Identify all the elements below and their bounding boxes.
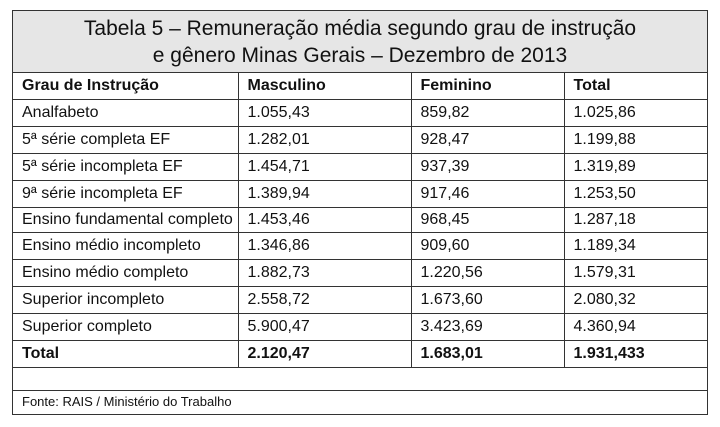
source-note: Fonte: RAIS / Ministério do Trabalho <box>13 390 707 414</box>
cell-masculino: 2.558,72 <box>237 286 412 314</box>
cell-total: 1.189,34 <box>563 232 707 260</box>
cell-feminino: 917,46 <box>410 180 565 208</box>
table-title: Tabela 5 – Remuneração média segundo gra… <box>13 11 707 73</box>
cell-feminino: 3.423,69 <box>410 313 565 341</box>
header-row: Grau de Instrução Masculino Feminino Tot… <box>13 73 707 100</box>
cell-total: 1.025,86 <box>563 99 707 127</box>
table-row: Ensino médio completo 1.882,73 1.220,56 … <box>13 259 707 287</box>
table-row: Superior completo 5.900,47 3.423,69 4.36… <box>13 313 707 341</box>
row-label: Ensino fundamental completo <box>13 207 239 233</box>
table-row: Analfabeto 1.055,43 859,82 1.025,86 <box>13 99 707 127</box>
cell-feminino: 909,60 <box>410 232 565 260</box>
table-row: 9ª série incompleta EF 1.389,94 917,46 1… <box>13 180 707 208</box>
cell-feminino: 859,82 <box>410 99 565 127</box>
cell-masculino: 5.900,47 <box>237 313 412 341</box>
column-header-feminino: Feminino <box>410 73 565 100</box>
cell-total: 2.080,32 <box>563 286 707 314</box>
row-label: 9ª série incompleta EF <box>13 180 239 208</box>
cell-masculino: 1.453,46 <box>237 207 412 233</box>
row-label: Analfabeto <box>13 99 239 127</box>
cell-masculino: 1.882,73 <box>237 259 412 287</box>
table-title-line-2: e gênero Minas Gerais – Dezembro de 2013 <box>152 44 568 67</box>
cell-masculino: 1.282,01 <box>237 126 412 154</box>
column-header-grau: Grau de Instrução <box>13 73 239 100</box>
total-masculino: 2.120,47 <box>237 340 412 368</box>
cell-total: 1.199,88 <box>563 126 707 154</box>
salary-table: Grau de Instrução Masculino Feminino Tot… <box>13 73 707 368</box>
row-label: 5ª série incompleta EF <box>13 153 239 181</box>
cell-total: 4.360,94 <box>563 313 707 341</box>
cell-feminino: 1.673,60 <box>410 286 565 314</box>
cell-masculino: 1.055,43 <box>237 99 412 127</box>
table-row: 5ª série completa EF 1.282,01 928,47 1.1… <box>13 126 707 154</box>
row-label: Ensino médio incompleto <box>13 232 239 260</box>
table-row: Superior incompleto 2.558,72 1.673,60 2.… <box>13 286 707 314</box>
cell-feminino: 937,39 <box>410 153 565 181</box>
table-title-line-1: Tabela 5 – Remuneração média segundo gra… <box>83 17 637 40</box>
total-feminino: 1.683,01 <box>410 340 565 368</box>
cell-masculino: 1.454,71 <box>237 153 412 181</box>
total-total: 1.931,433 <box>563 340 707 368</box>
cell-feminino: 968,45 <box>410 207 565 233</box>
column-header-total: Total <box>563 73 707 100</box>
cell-total: 1.253,50 <box>563 180 707 208</box>
table-row: Ensino médio incompleto 1.346,86 909,60 … <box>13 232 707 260</box>
row-label: 5ª série completa EF <box>13 126 239 154</box>
cell-total: 1.579,31 <box>563 259 707 287</box>
column-header-masculino: Masculino <box>237 73 412 100</box>
row-label: Superior incompleto <box>13 286 239 314</box>
cell-masculino: 1.346,86 <box>237 232 412 260</box>
cell-total: 1.287,18 <box>563 207 707 233</box>
cell-feminino: 928,47 <box>410 126 565 154</box>
cell-total: 1.319,89 <box>563 153 707 181</box>
cell-feminino: 1.220,56 <box>410 259 565 287</box>
table-row: 5ª série incompleta EF 1.454,71 937,39 1… <box>13 153 707 181</box>
row-label: Ensino médio completo <box>13 259 239 287</box>
row-label: Superior completo <box>13 313 239 341</box>
table-row: Ensino fundamental completo 1.453,46 968… <box>13 207 707 233</box>
cell-masculino: 1.389,94 <box>237 180 412 208</box>
total-label: Total <box>13 340 239 368</box>
table-frame: Tabela 5 – Remuneração média segundo gra… <box>12 10 708 415</box>
total-row: Total 2.120,47 1.683,01 1.931,433 <box>13 340 707 368</box>
